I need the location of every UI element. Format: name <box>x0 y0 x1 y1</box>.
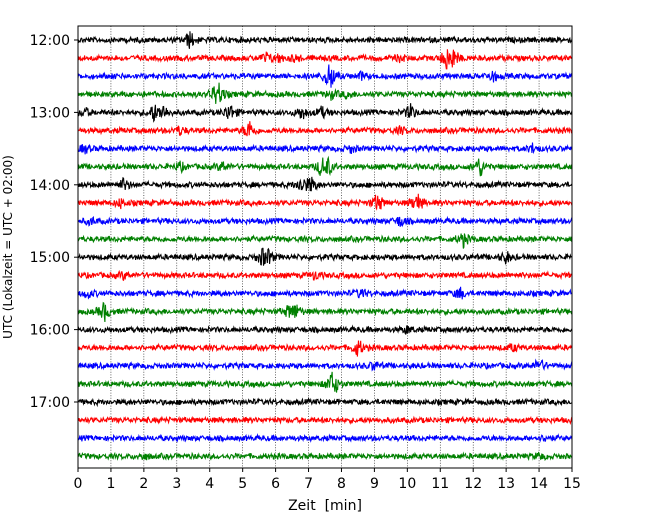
trace-1730 <box>77 432 573 443</box>
x-tick-label: 11 <box>431 476 449 492</box>
y-tick-label: 15:00 <box>30 250 70 266</box>
x-tick-label: 14 <box>530 476 548 492</box>
y-axis-label: UTC (Lokalzeit = UTC + 02:00) <box>1 155 15 339</box>
vertical-gridlines <box>110 26 540 468</box>
plot-frame <box>77 25 573 469</box>
trace-1430 <box>77 215 573 228</box>
trace-1715 <box>77 415 573 425</box>
trace-1215 <box>77 49 573 70</box>
x-tick-label: 15 <box>563 476 581 492</box>
trace-1630 <box>77 358 573 372</box>
y-tick-label: 13:00 <box>30 105 70 121</box>
seismogram-traces <box>77 31 573 462</box>
y-tick-label: 14:00 <box>30 178 70 194</box>
x-axis-ticks: 0 1 2 3 4 5 6 7 8 9 10 11 12 13 14 15 <box>74 468 581 492</box>
x-tick-label: 5 <box>238 476 247 492</box>
trace-1700 <box>77 396 573 408</box>
x-tick-label: 13 <box>497 476 515 492</box>
x-tick-label: 0 <box>74 476 83 492</box>
x-tick-label: 12 <box>464 476 482 492</box>
trace-1745 <box>77 451 573 462</box>
x-tick-label: 6 <box>271 476 280 492</box>
trace-1230 <box>77 64 573 88</box>
trace-1315 <box>77 121 573 137</box>
x-tick-label: 7 <box>304 476 313 492</box>
trace-1515 <box>77 269 573 282</box>
trace-1415 <box>77 193 573 211</box>
trace-1645 <box>77 371 573 393</box>
trace-1200 <box>77 31 573 49</box>
trace-1345 <box>77 155 573 177</box>
x-tick-label: 10 <box>398 476 416 492</box>
x-tick-label: 8 <box>337 476 346 492</box>
trace-1245 <box>77 82 573 104</box>
trace-1330 <box>77 142 573 155</box>
trace-1445 <box>77 233 573 249</box>
x-tick-label: 2 <box>139 476 148 492</box>
trace-1615 <box>77 340 573 357</box>
x-tick-label: 9 <box>370 476 379 492</box>
trace-1545 <box>77 301 573 323</box>
x-axis-label: Zeit [min] <box>288 498 362 514</box>
trace-1600 <box>77 324 573 335</box>
y-tick-label: 12:00 <box>30 33 70 49</box>
x-tick-label: 3 <box>172 476 181 492</box>
trace-1400 <box>77 176 573 192</box>
trace-1300 <box>77 103 573 123</box>
y-tick-label: 17:00 <box>30 395 70 411</box>
x-tick-label: 1 <box>106 476 115 492</box>
trace-1530 <box>77 286 573 300</box>
y-tick-label: 16:00 <box>30 323 70 339</box>
x-tick-label: 4 <box>205 476 214 492</box>
y-axis-ticks: 12:00 13:00 14:00 15:00 16:00 17:00 <box>30 33 78 411</box>
trace-1500 <box>77 247 573 266</box>
